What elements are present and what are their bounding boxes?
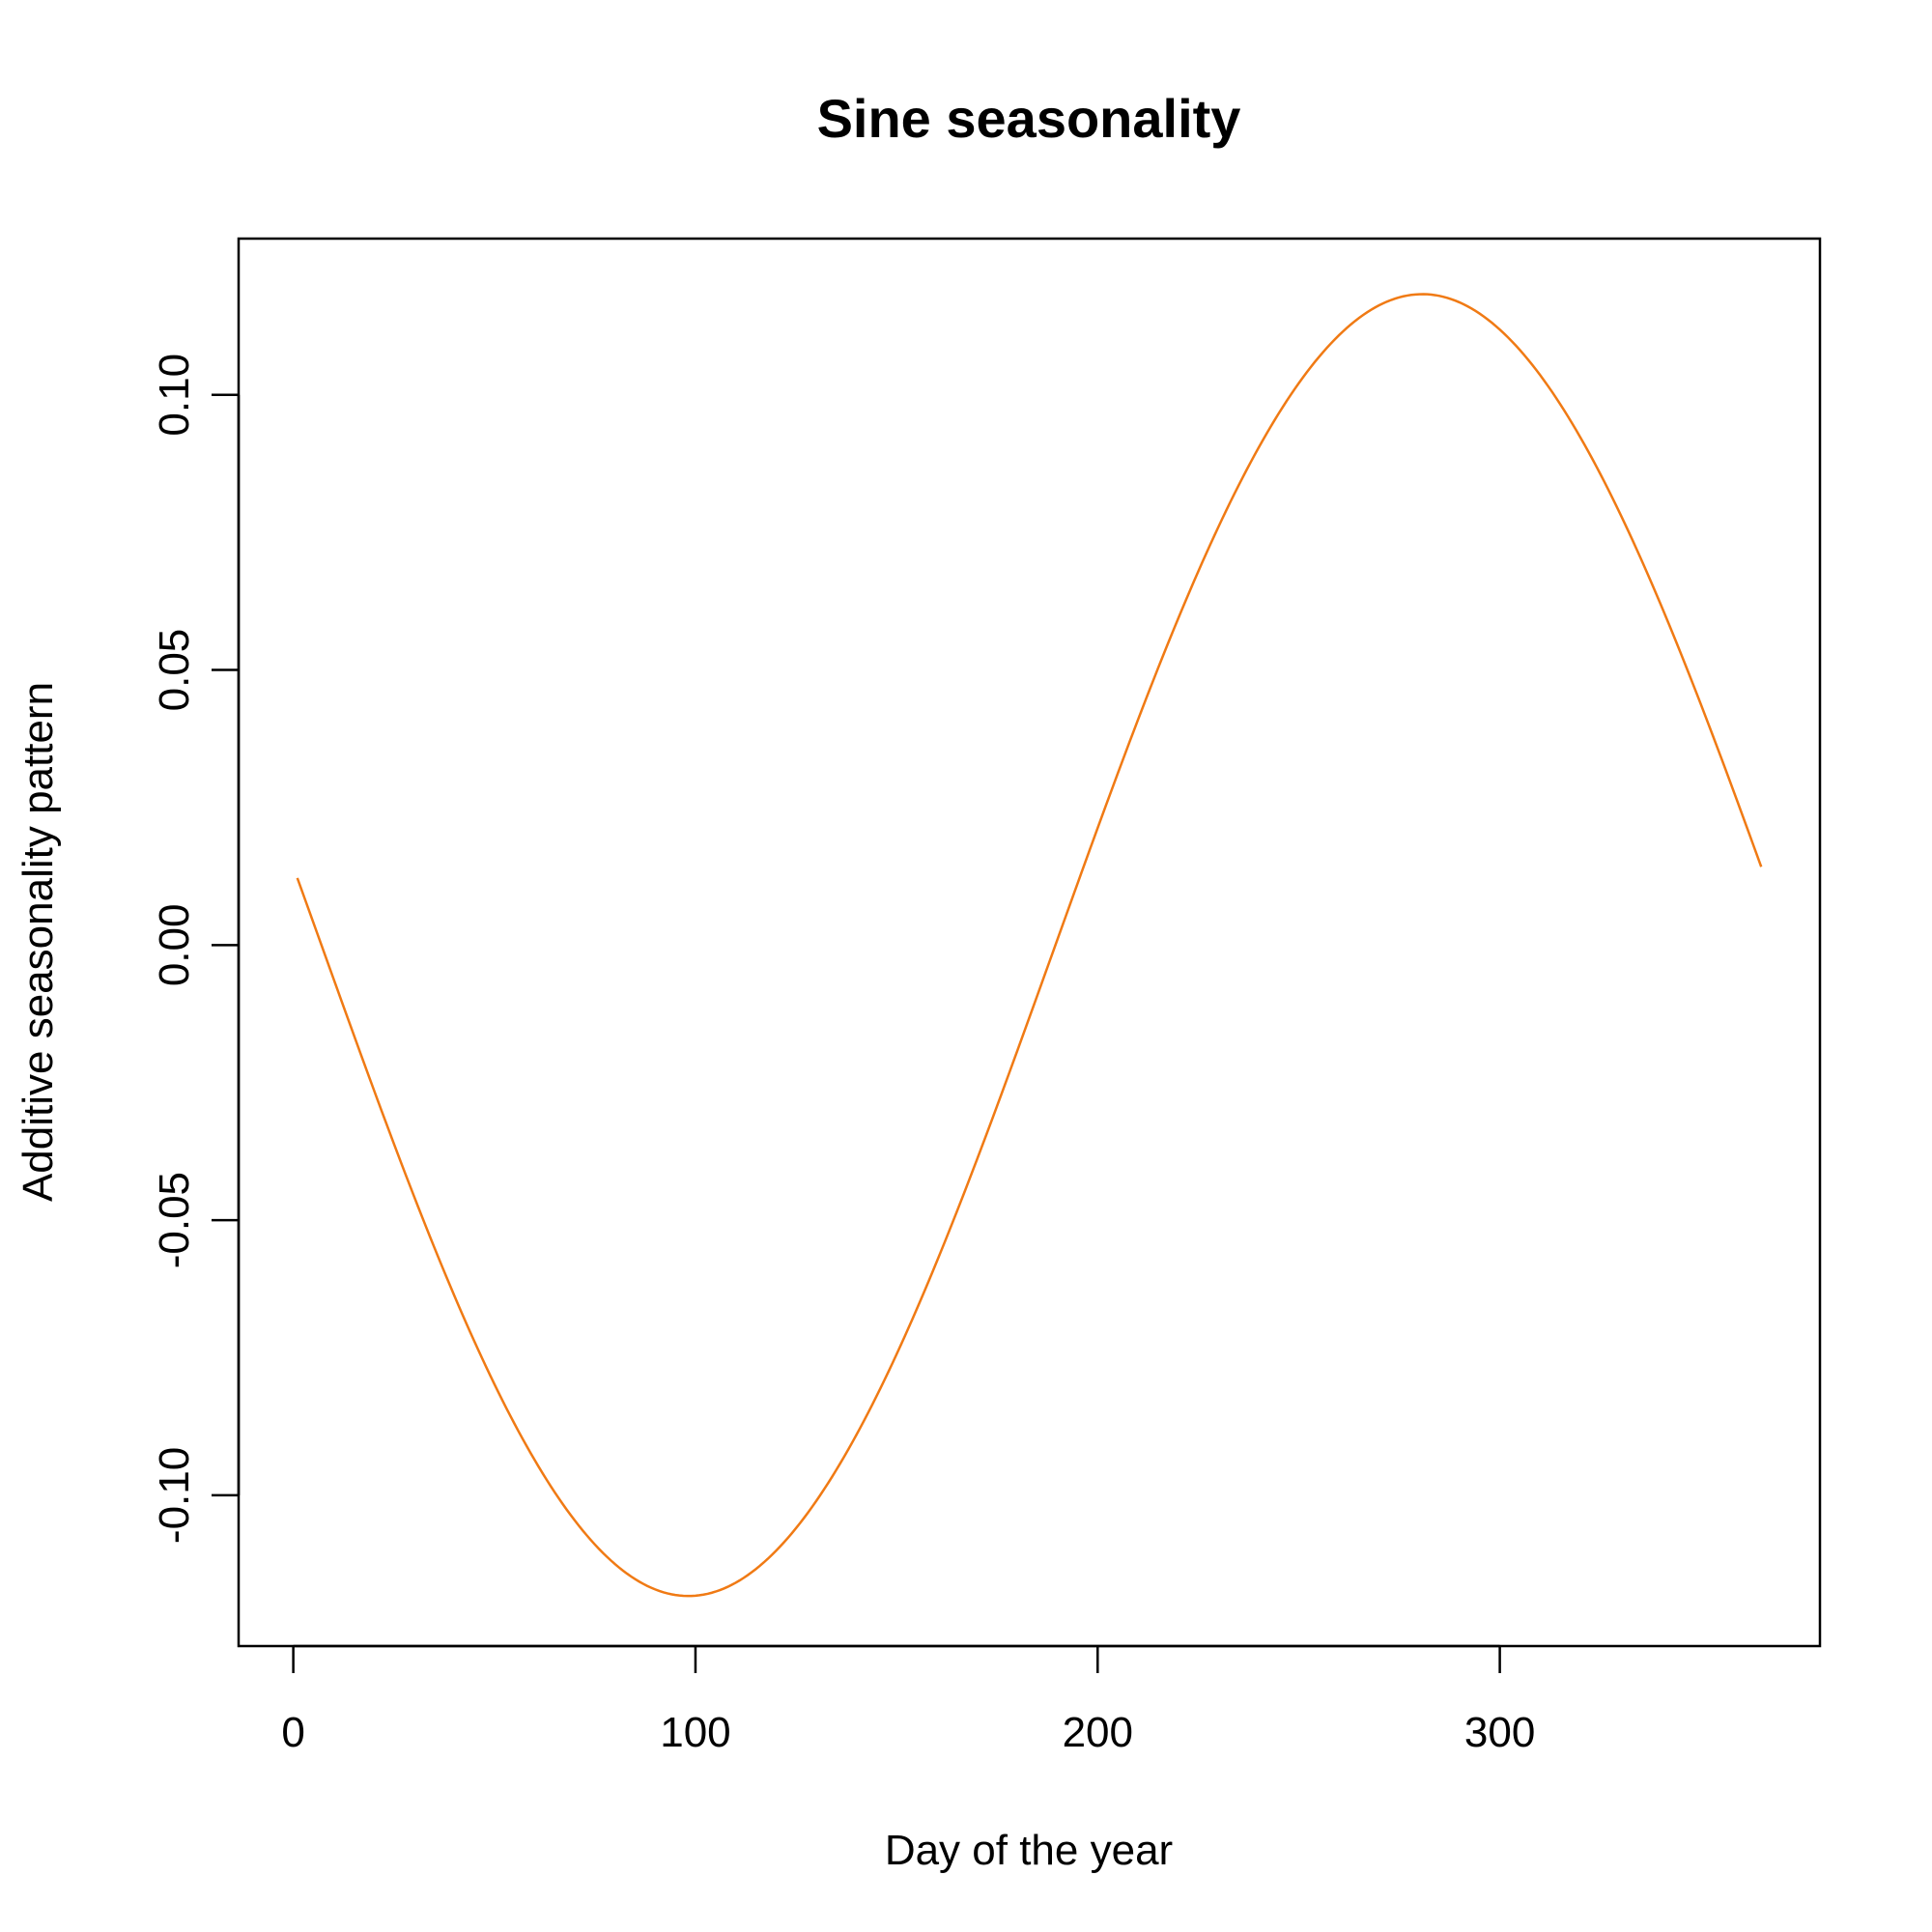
y-tick-label: -0.05 [151,1172,198,1268]
x-tick-label: 0 [281,1709,304,1756]
y-axis-label: Additive seasonality pattern [14,682,62,1202]
x-axis: 0 100 200 300 [281,1644,1535,1756]
x-tick-label: 300 [1464,1709,1535,1756]
plot-frame [237,237,1822,1648]
x-tick-label: 200 [1063,1709,1133,1756]
x-tick-label: 100 [660,1709,730,1756]
y-axis: -0.10 -0.05 0.00 0.05 0.10 [151,354,241,1544]
series-line-seasonality [296,293,1763,1598]
y-tick-label: 0.00 [151,904,198,987]
y-tick-label: 0.10 [151,354,198,437]
x-axis-label: Day of the year [885,1827,1173,1874]
y-tick-label: 0.05 [151,629,198,712]
y-tick-label: -0.10 [151,1447,198,1544]
chart-title: Sine seasonality [817,88,1241,149]
